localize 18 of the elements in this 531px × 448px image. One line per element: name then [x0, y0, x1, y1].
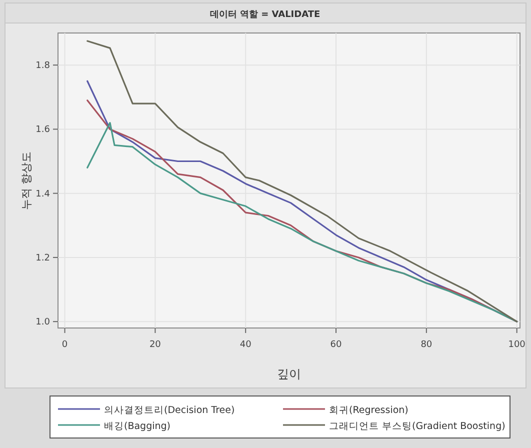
x-tick-label: 60 — [330, 340, 342, 350]
x-tick-label: 40 — [240, 340, 252, 350]
y-axis-title: 누적 향상도 — [20, 151, 33, 210]
x-tick-label: 80 — [420, 340, 432, 350]
x-tick-label: 0 — [62, 340, 68, 350]
x-axis-title: 깊이 — [277, 367, 301, 381]
y-tick-label: 1.8 — [36, 61, 50, 72]
legend-label: 회귀(Regression) — [329, 405, 408, 416]
y-tick-label: 1.4 — [36, 189, 50, 200]
x-tick-label: 20 — [149, 340, 162, 350]
x-tick-label: 100 — [508, 340, 526, 350]
legend-label: 배깅(Bagging) — [104, 421, 171, 432]
chart-title: 데이터 역할 = VALIDATE — [210, 10, 320, 20]
y-tick-label: 1.0 — [36, 318, 50, 328]
legend-label: 그래디언트 부스팅(Gradient Boosting) — [329, 421, 506, 432]
y-tick-label: 1.2 — [36, 253, 50, 264]
y-tick-label: 1.6 — [36, 125, 50, 136]
legend-label: 의사결정트리(Decision Tree) — [104, 405, 235, 416]
